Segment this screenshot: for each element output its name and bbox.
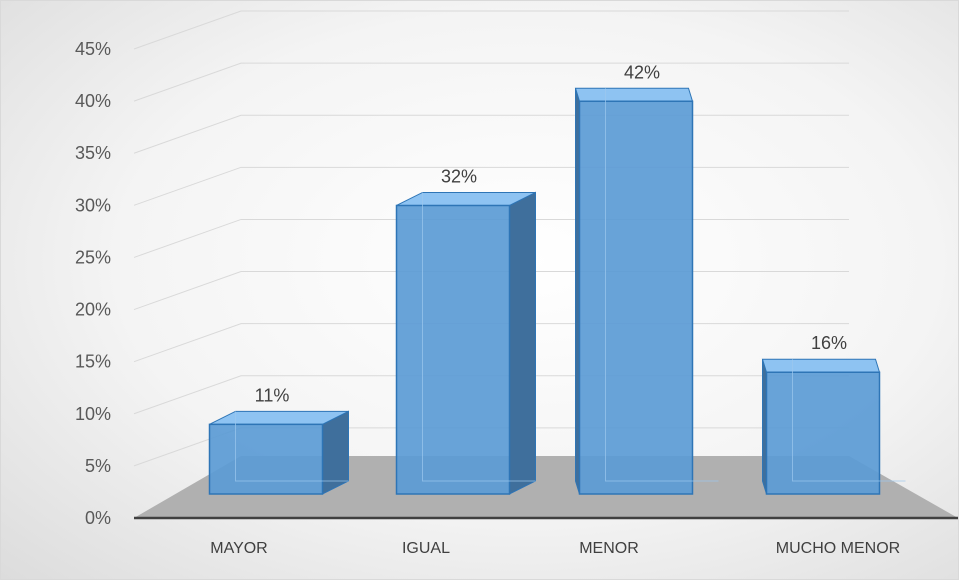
y-tick-label: 45% <box>75 39 111 59</box>
y-tick-label: 15% <box>75 352 111 372</box>
data-label: 42% <box>624 62 660 82</box>
data-label: 32% <box>441 166 477 186</box>
bar-top-face <box>761 358 881 373</box>
bar-front-face <box>765 371 881 495</box>
y-tick-label: 20% <box>75 300 111 320</box>
bar-front-face <box>578 100 694 495</box>
bar-mayor <box>208 410 349 495</box>
bar-top-face <box>574 87 694 102</box>
data-label: 16% <box>811 333 847 353</box>
category-label: IGUAL <box>402 540 450 557</box>
bar-inner-edge <box>422 192 536 482</box>
bar-mucho-menor <box>761 358 906 495</box>
y-tick-label: 40% <box>75 91 111 111</box>
bar-side-face <box>322 410 349 495</box>
gridline <box>133 62 849 102</box>
category-label: MENOR <box>579 540 639 557</box>
bar-side-face <box>509 191 536 495</box>
y-tick-label: 35% <box>75 143 111 163</box>
category-label: MUCHO MENOR <box>776 540 900 557</box>
bar-inner-edge <box>792 359 906 482</box>
y-tick-label: 10% <box>75 404 111 424</box>
category-label: MAYOR <box>210 540 267 557</box>
y-tick-label: 5% <box>85 456 111 476</box>
bar-front-face <box>395 204 511 495</box>
bar-menor <box>574 87 719 495</box>
y-tick-label: 25% <box>75 247 111 267</box>
y-tick-label: 30% <box>75 195 111 215</box>
bar-igual <box>395 191 536 495</box>
bar-inner-edge <box>605 88 719 482</box>
gridline <box>133 114 849 154</box>
gridline <box>133 10 849 50</box>
bar-inner-edge <box>235 411 349 482</box>
y-tick-label: 0% <box>85 508 111 528</box>
bar-front-face <box>208 423 324 495</box>
data-label: 11% <box>255 385 290 405</box>
